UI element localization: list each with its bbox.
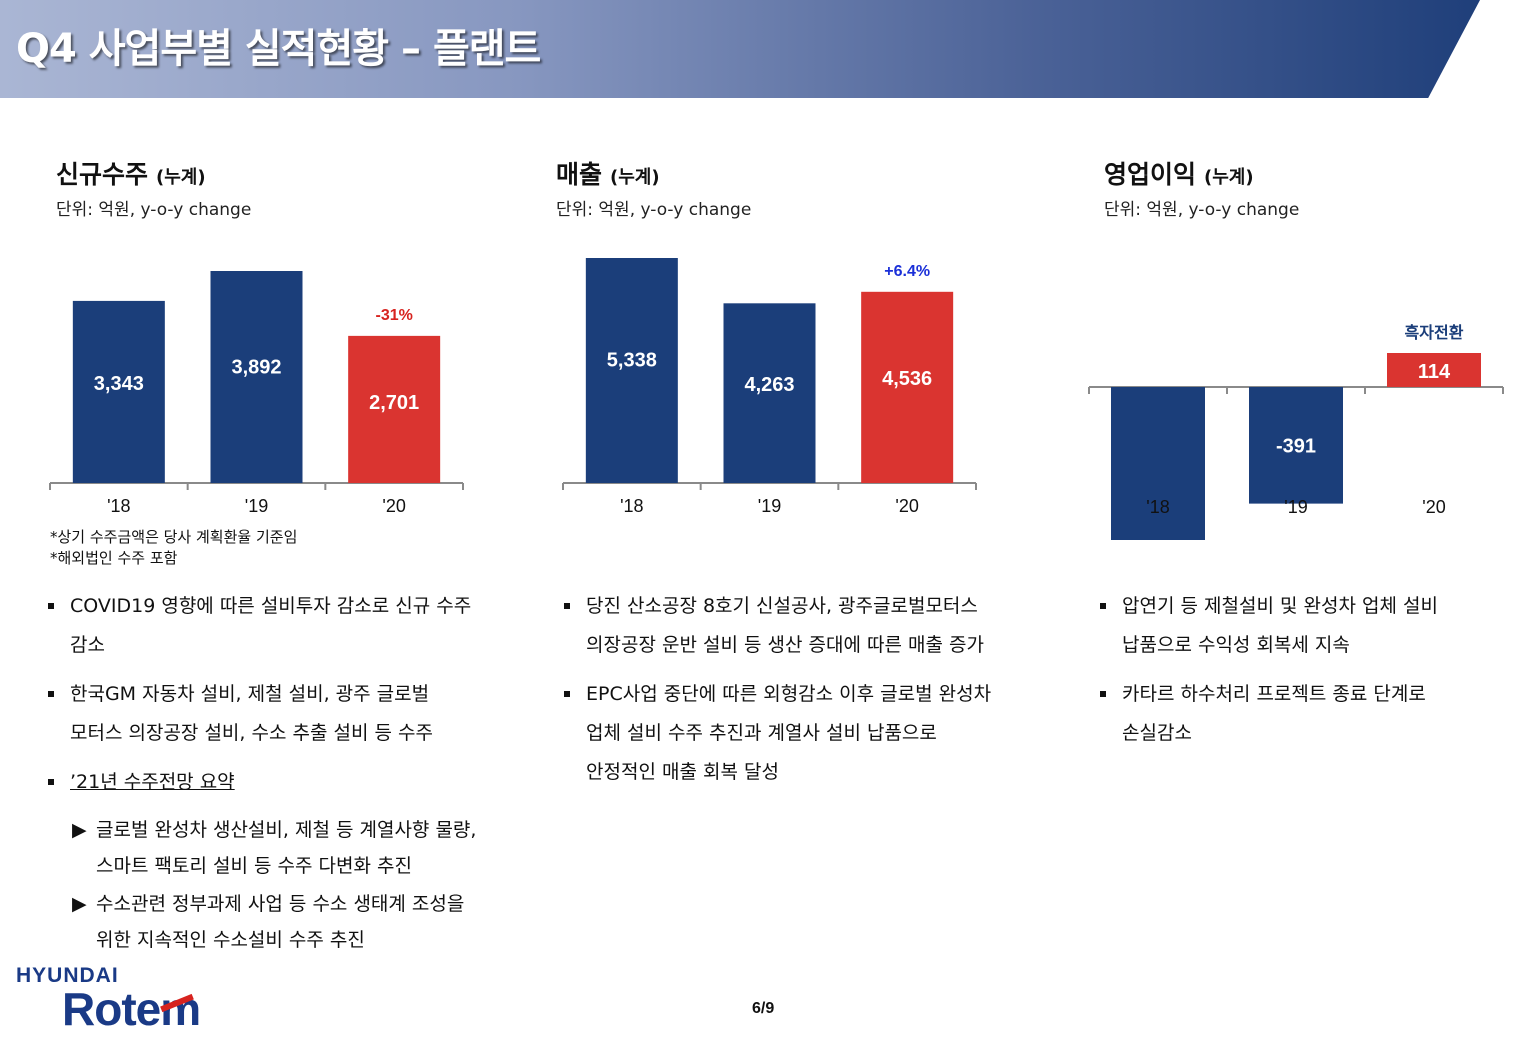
bar [1387,353,1481,387]
bar [348,335,441,483]
logo-text-bottom: Rotem [62,983,201,1035]
arrow-icon: ▶ [72,893,87,915]
company-logo: HYUNDAI Rotem [16,964,201,1036]
bar [723,303,816,483]
operating-profit-bullets: 압연기 등 제철설비 및 완성차 업체 설비 납품으로 수익성 회복세 지속 카… [1100,587,1520,763]
section-title: 매출 [556,160,603,189]
bullet-item: EPC사업 중단에 따른 외형감소 이후 글로벌 완성차 업체 설비 수주 추진… [564,675,1034,792]
bar-value-label: 5,338 [607,349,657,371]
bar [72,300,165,483]
page-title: Q4 사업부별 실적현황 – 플랜트 [16,26,541,72]
bar [210,271,303,483]
unit-label: 단위: 억원, y-o-y change [1104,200,1300,220]
x-tick-label: '18 [1146,497,1169,517]
change-annotation: -31% [375,307,412,324]
section-header-operating-profit: 영업이익 (누계) 단위: 억원, y-o-y change [1104,155,1299,220]
unit-label: 단위: 억원, y-o-y change [56,200,252,220]
section-title: 영업이익 [1104,160,1197,189]
section-header-orders: 신규수주 (누계) 단위: 억원, y-o-y change [56,155,251,220]
bar-value-label: 4,263 [744,374,794,396]
sales-bullets: 당진 산소공장 8호기 신설공사, 광주글로벌모터스 의장공장 운반 설비 등 … [564,587,1034,802]
bar-value-label: 114 [1418,361,1451,383]
bullet-item: 카타르 하수처리 프로젝트 종료 단계로 손실감소 [1100,675,1520,753]
section-subtitle: (누계) [610,167,660,188]
x-tick-label: '20 [382,496,405,516]
section-title: 신규수주 [56,160,149,189]
x-tick-label: '19 [245,496,268,516]
charts-area: 3,343 '18 3,892 '19 2,701 '20 -31% 5,338 '18 4,26… [49,258,1504,540]
bullet-item: 압연기 등 제철설비 및 완성차 업체 설비 납품으로 수익성 회복세 지속 [1100,587,1520,665]
bar-value-label: -391 [1276,435,1316,457]
bar [1249,387,1343,504]
unit-label: 단위: 억원, y-o-y change [556,200,752,220]
footnotes: *상기 수주금액은 당사 계획환율 기준임 *해외법인 수주 포함 [50,527,297,569]
header-banner: Q4 사업부별 실적현황 – 플랜트 [0,0,1480,98]
bar-value-label: 3,343 [94,373,144,395]
bar [1111,387,1205,540]
sub-item: ▶ 글로벌 완성차 생산설비, 제철 등 계열사향 물량, 스마트 팩토리 설비… [72,812,518,884]
logo-text-top: HYUNDAI [16,964,119,987]
change-annotation: +6.4% [884,263,930,280]
bar-value-label: 2,701 [369,392,419,414]
x-tick-label: '19 [1284,497,1307,517]
footnote: *상기 수주금액은 당사 계획환율 기준임 [50,528,298,546]
outlook-heading: ’21년 수주전망 요약 [70,771,235,793]
bar [585,258,678,483]
orders-bullets: COVID19 영향에 따른 설비투자 감소로 신규 수주 감소 한국GM 자동… [48,587,518,958]
footnote: *해외법인 수주 포함 [50,549,178,567]
page-number: 6/9 [752,1000,775,1017]
bullet-item: ’21년 수주전망 요약 [48,763,518,802]
bullet-item: COVID19 영향에 따른 설비투자 감소로 신규 수주 감소 [48,587,518,665]
bar-value-label: 3,892 [231,356,281,378]
x-tick-label: '19 [758,496,781,516]
change-annotation: 흑자전환 [1405,323,1464,342]
x-tick-label: '20 [895,496,918,516]
section-subtitle: (누계) [1204,167,1254,188]
x-tick-label: '18 [107,496,130,516]
bullet-item: 한국GM 자동차 설비, 제철 설비, 광주 글로벌 모터스 의장공장 설비, … [48,675,518,753]
bar [861,291,954,483]
bullet-item: 당진 산소공장 8호기 신설공사, 광주글로벌모터스 의장공장 운반 설비 등 … [564,587,1034,665]
arrow-icon: ▶ [72,819,87,841]
x-tick-label: '18 [620,496,643,516]
x-tick-label: '20 [1422,497,1445,517]
sub-item: ▶ 수소관련 정부과제 사업 등 수소 생태계 조성을 위한 지속적인 수소설비… [72,886,518,958]
bar-value-label: 4,536 [882,368,932,390]
section-header-sales: 매출 (누계) 단위: 억원, y-o-y change [556,155,751,220]
section-subtitle: (누계) [156,167,206,188]
